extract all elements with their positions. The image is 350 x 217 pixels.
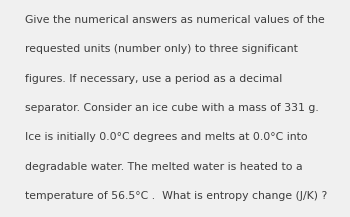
- Text: temperature of 56.5°C .  What is entropy change (J/K) ?: temperature of 56.5°C . What is entropy …: [25, 191, 327, 201]
- Text: degradable water. The melted water is heated to a: degradable water. The melted water is he…: [25, 162, 302, 172]
- Text: Give the numerical answers as numerical values of the: Give the numerical answers as numerical …: [25, 15, 324, 25]
- Text: figures. If necessary, use a period as a decimal: figures. If necessary, use a period as a…: [25, 74, 282, 84]
- Text: Ice is initially 0.0°C degrees and melts at 0.0°C into: Ice is initially 0.0°C degrees and melts…: [25, 132, 307, 142]
- Text: requested units (number only) to three significant: requested units (number only) to three s…: [25, 44, 298, 54]
- Text: separator. Consider an ice cube with a mass of 331 g.: separator. Consider an ice cube with a m…: [25, 103, 318, 113]
